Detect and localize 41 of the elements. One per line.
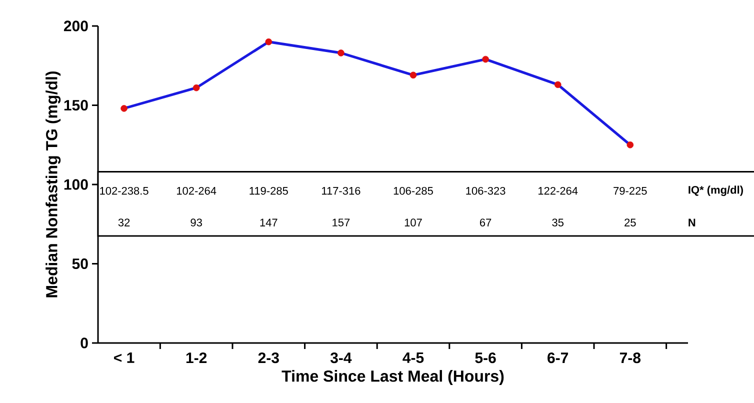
x-tick-label: 6-7 xyxy=(548,352,568,364)
y-tick-label: 100 xyxy=(64,179,88,190)
text: N xyxy=(688,218,696,226)
x-tick-label: 5-6 xyxy=(475,352,496,364)
annotation: 107 xyxy=(404,218,422,226)
x-tick-label: < 1 xyxy=(114,352,134,363)
annotation: 102-264 xyxy=(176,186,216,195)
annotation: 79-225 xyxy=(614,186,647,195)
point xyxy=(626,141,634,148)
x-tick-label: 7-8 xyxy=(620,352,641,364)
annotation: 147 xyxy=(260,218,278,226)
text: IQ* (mg/dl) xyxy=(688,186,743,196)
point xyxy=(410,72,417,79)
point xyxy=(265,38,272,46)
point xyxy=(338,50,344,56)
annotation: 35 xyxy=(552,218,564,226)
point xyxy=(120,105,128,112)
x-tick-label: 2-3 xyxy=(258,352,279,364)
y-tick-label: 50 xyxy=(72,258,88,270)
annotation: 157 xyxy=(332,218,350,226)
y-axis-title: Median Nonfasting TG (mg/dl) xyxy=(46,72,61,298)
x-tick-label: 1-2 xyxy=(186,352,207,363)
x-axis-title: Time Since Last Meal (Hours) xyxy=(282,370,504,385)
annotation: 106-323 xyxy=(466,186,506,195)
annotation: 102-238.5 xyxy=(100,186,148,195)
annotation: 67 xyxy=(480,218,492,226)
annotation: 32 xyxy=(118,218,130,226)
point xyxy=(482,56,489,63)
y-tick-label: 0 xyxy=(80,338,88,348)
annotation: 25 xyxy=(624,218,636,226)
annotation: 106-285 xyxy=(394,186,433,195)
annotation: 93 xyxy=(190,218,202,226)
annotation: 119-285 xyxy=(250,186,288,195)
annotation: 117-316 xyxy=(322,186,360,195)
annotation: 122-264 xyxy=(538,186,578,195)
point xyxy=(554,81,562,88)
y-tick-label: 150 xyxy=(64,100,88,111)
point xyxy=(192,84,200,92)
x-tick-label: 4-5 xyxy=(402,352,424,363)
y-tick-label: 200 xyxy=(64,20,88,32)
x-tick-label: 3-4 xyxy=(330,352,352,364)
